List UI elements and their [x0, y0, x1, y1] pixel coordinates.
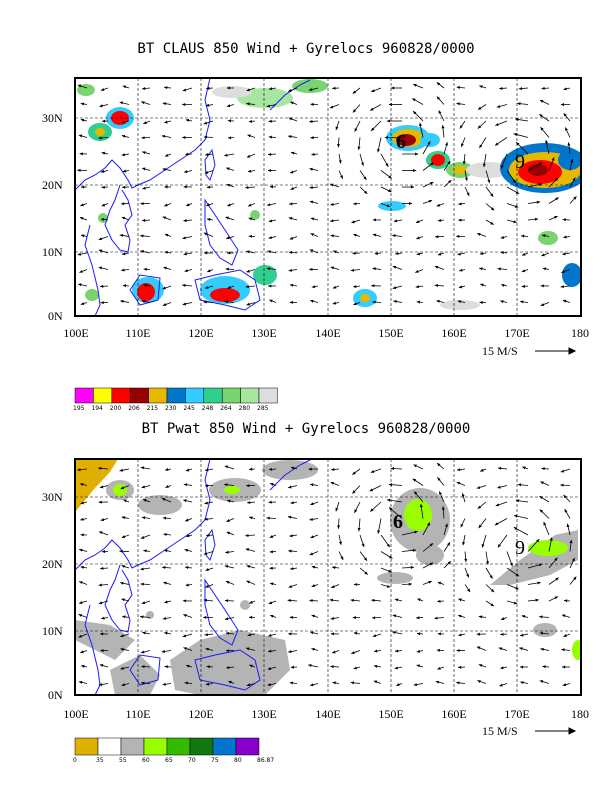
lon-label: 110E: [126, 326, 151, 340]
lon-label: 130E: [251, 707, 276, 721]
panel1-gridlines: [75, 78, 581, 316]
panel2-frame: [74, 458, 582, 696]
lat-label: 30N: [42, 490, 63, 504]
colorbar-swatch: [221, 387, 241, 404]
colorbar-label: 194: [91, 405, 103, 412]
lat-label: 20N: [42, 178, 63, 192]
colorbar-swatch: [235, 737, 260, 756]
panel1-colorbar: 195 194 200 206 215 230 245 248 264 280 285: [73, 387, 278, 412]
lat-label: 0N: [48, 309, 63, 323]
colorbar-swatch: [97, 737, 122, 756]
colorbar-swatch: [129, 387, 149, 404]
panel1-cyclone-marker-9: 9: [515, 151, 525, 173]
lon-label: 150E: [378, 707, 403, 721]
colorbar-swatch: [74, 737, 99, 756]
colorbar-swatch: [166, 387, 186, 404]
colorbar-swatch: [185, 387, 205, 404]
lat-label: 0N: [48, 688, 63, 702]
lon-label: 130E: [251, 326, 276, 340]
lon-label: 100E: [63, 707, 88, 721]
colorbar-label: 0: [73, 757, 77, 764]
colorbar-label: 245: [183, 405, 195, 412]
panel2-scale-label: 15 M/S: [482, 724, 518, 738]
colorbar-label: 230: [165, 405, 177, 412]
lon-label: 180: [571, 326, 589, 340]
colorbar-swatch: [111, 387, 131, 404]
colorbar-label: 55: [119, 757, 127, 764]
colorbar-label: 75: [211, 757, 219, 764]
colorbar-label: 195: [73, 405, 85, 412]
lon-label: 110E: [126, 707, 151, 721]
panel1-cloud-fields: [77, 79, 581, 310]
colorbar-swatch: [212, 737, 237, 756]
panel2-lon-labels: 100E 110E 120E 130E 140E 150E 160E 170E …: [63, 707, 589, 721]
panel2-lat-labels: 30N 20N 10N 0N: [42, 490, 63, 702]
colorbar-swatch: [203, 387, 223, 404]
colorbar-swatch: [258, 387, 278, 404]
colorbar-label: 65: [165, 757, 173, 764]
colorbar-label: 200: [110, 405, 122, 412]
colorbar-label: 248: [202, 405, 214, 412]
lon-label: 160E: [441, 326, 466, 340]
panel1-lon-labels: 100E 110E 120E 130E 140E 150E 160E 170E …: [63, 326, 589, 340]
panel2-title: BT Pwat 850 Wind + Gyrelocs 960828/0000: [141, 421, 471, 437]
lon-label: 150E: [378, 326, 403, 340]
panel1-frame: [74, 77, 582, 317]
panel2-coastlines: [75, 459, 311, 695]
panel2-scale-arrow: [535, 727, 577, 735]
colorbar-swatch: [240, 387, 260, 404]
colorbar-swatch: [166, 737, 191, 756]
colorbar-label: 285: [257, 405, 269, 412]
colorbar-label: 86.87: [257, 757, 274, 764]
colorbar-label: 70: [188, 757, 196, 764]
lon-label: 120E: [188, 326, 213, 340]
colorbar-label: 206: [128, 405, 140, 412]
colorbar-label: 215: [147, 405, 159, 412]
lon-label: 100E: [63, 326, 88, 340]
lon-label: 180: [571, 707, 589, 721]
panel1-scale-arrow: [535, 347, 577, 355]
lat-label: 30N: [42, 111, 63, 125]
colorbar-label: 264: [220, 405, 232, 412]
colorbar-swatch: [74, 387, 94, 404]
colorbar-swatch: [120, 737, 145, 756]
panel1-wind-vectors: [77, 82, 577, 307]
lon-label: 120E: [188, 707, 213, 721]
panel2-colorbar: 0 35 55 60 65 70 75 80 86.87: [73, 737, 274, 764]
lat-label: 20N: [42, 557, 63, 571]
panel2-cyclone-marker-9: 9: [515, 537, 525, 559]
lat-label: 10N: [42, 624, 63, 638]
colorbar-swatch: [148, 387, 168, 404]
colorbar-label: 80: [234, 757, 242, 764]
panel2-gridlines: [75, 459, 581, 695]
lon-label: 170E: [504, 326, 529, 340]
panel2-wind-vectors: [77, 462, 577, 687]
panel2-cyclone-marker-6: 6: [393, 511, 403, 533]
colorbar-swatch: [143, 737, 168, 756]
panel1-lat-labels: 30N 20N 10N 0N: [42, 111, 63, 323]
lon-label: 140E: [315, 326, 340, 340]
panel1-cyclone-marker-6: 6: [396, 131, 406, 153]
lon-label: 140E: [315, 707, 340, 721]
lat-label: 10N: [42, 245, 63, 259]
colorbar-label: 280: [239, 405, 251, 412]
lon-label: 170E: [504, 707, 529, 721]
panel1-title: BT CLAUS 850 Wind + Gyrelocs 960828/0000: [137, 41, 475, 57]
panel2-pwat-fields: [75, 459, 581, 695]
colorbar-label: 60: [142, 757, 150, 764]
panel1-scale-label: 15 M/S: [482, 344, 518, 358]
colorbar-swatch: [93, 387, 113, 404]
colorbar-swatch: [189, 737, 214, 756]
colorbar-label: 35: [96, 757, 104, 764]
lon-label: 160E: [441, 707, 466, 721]
